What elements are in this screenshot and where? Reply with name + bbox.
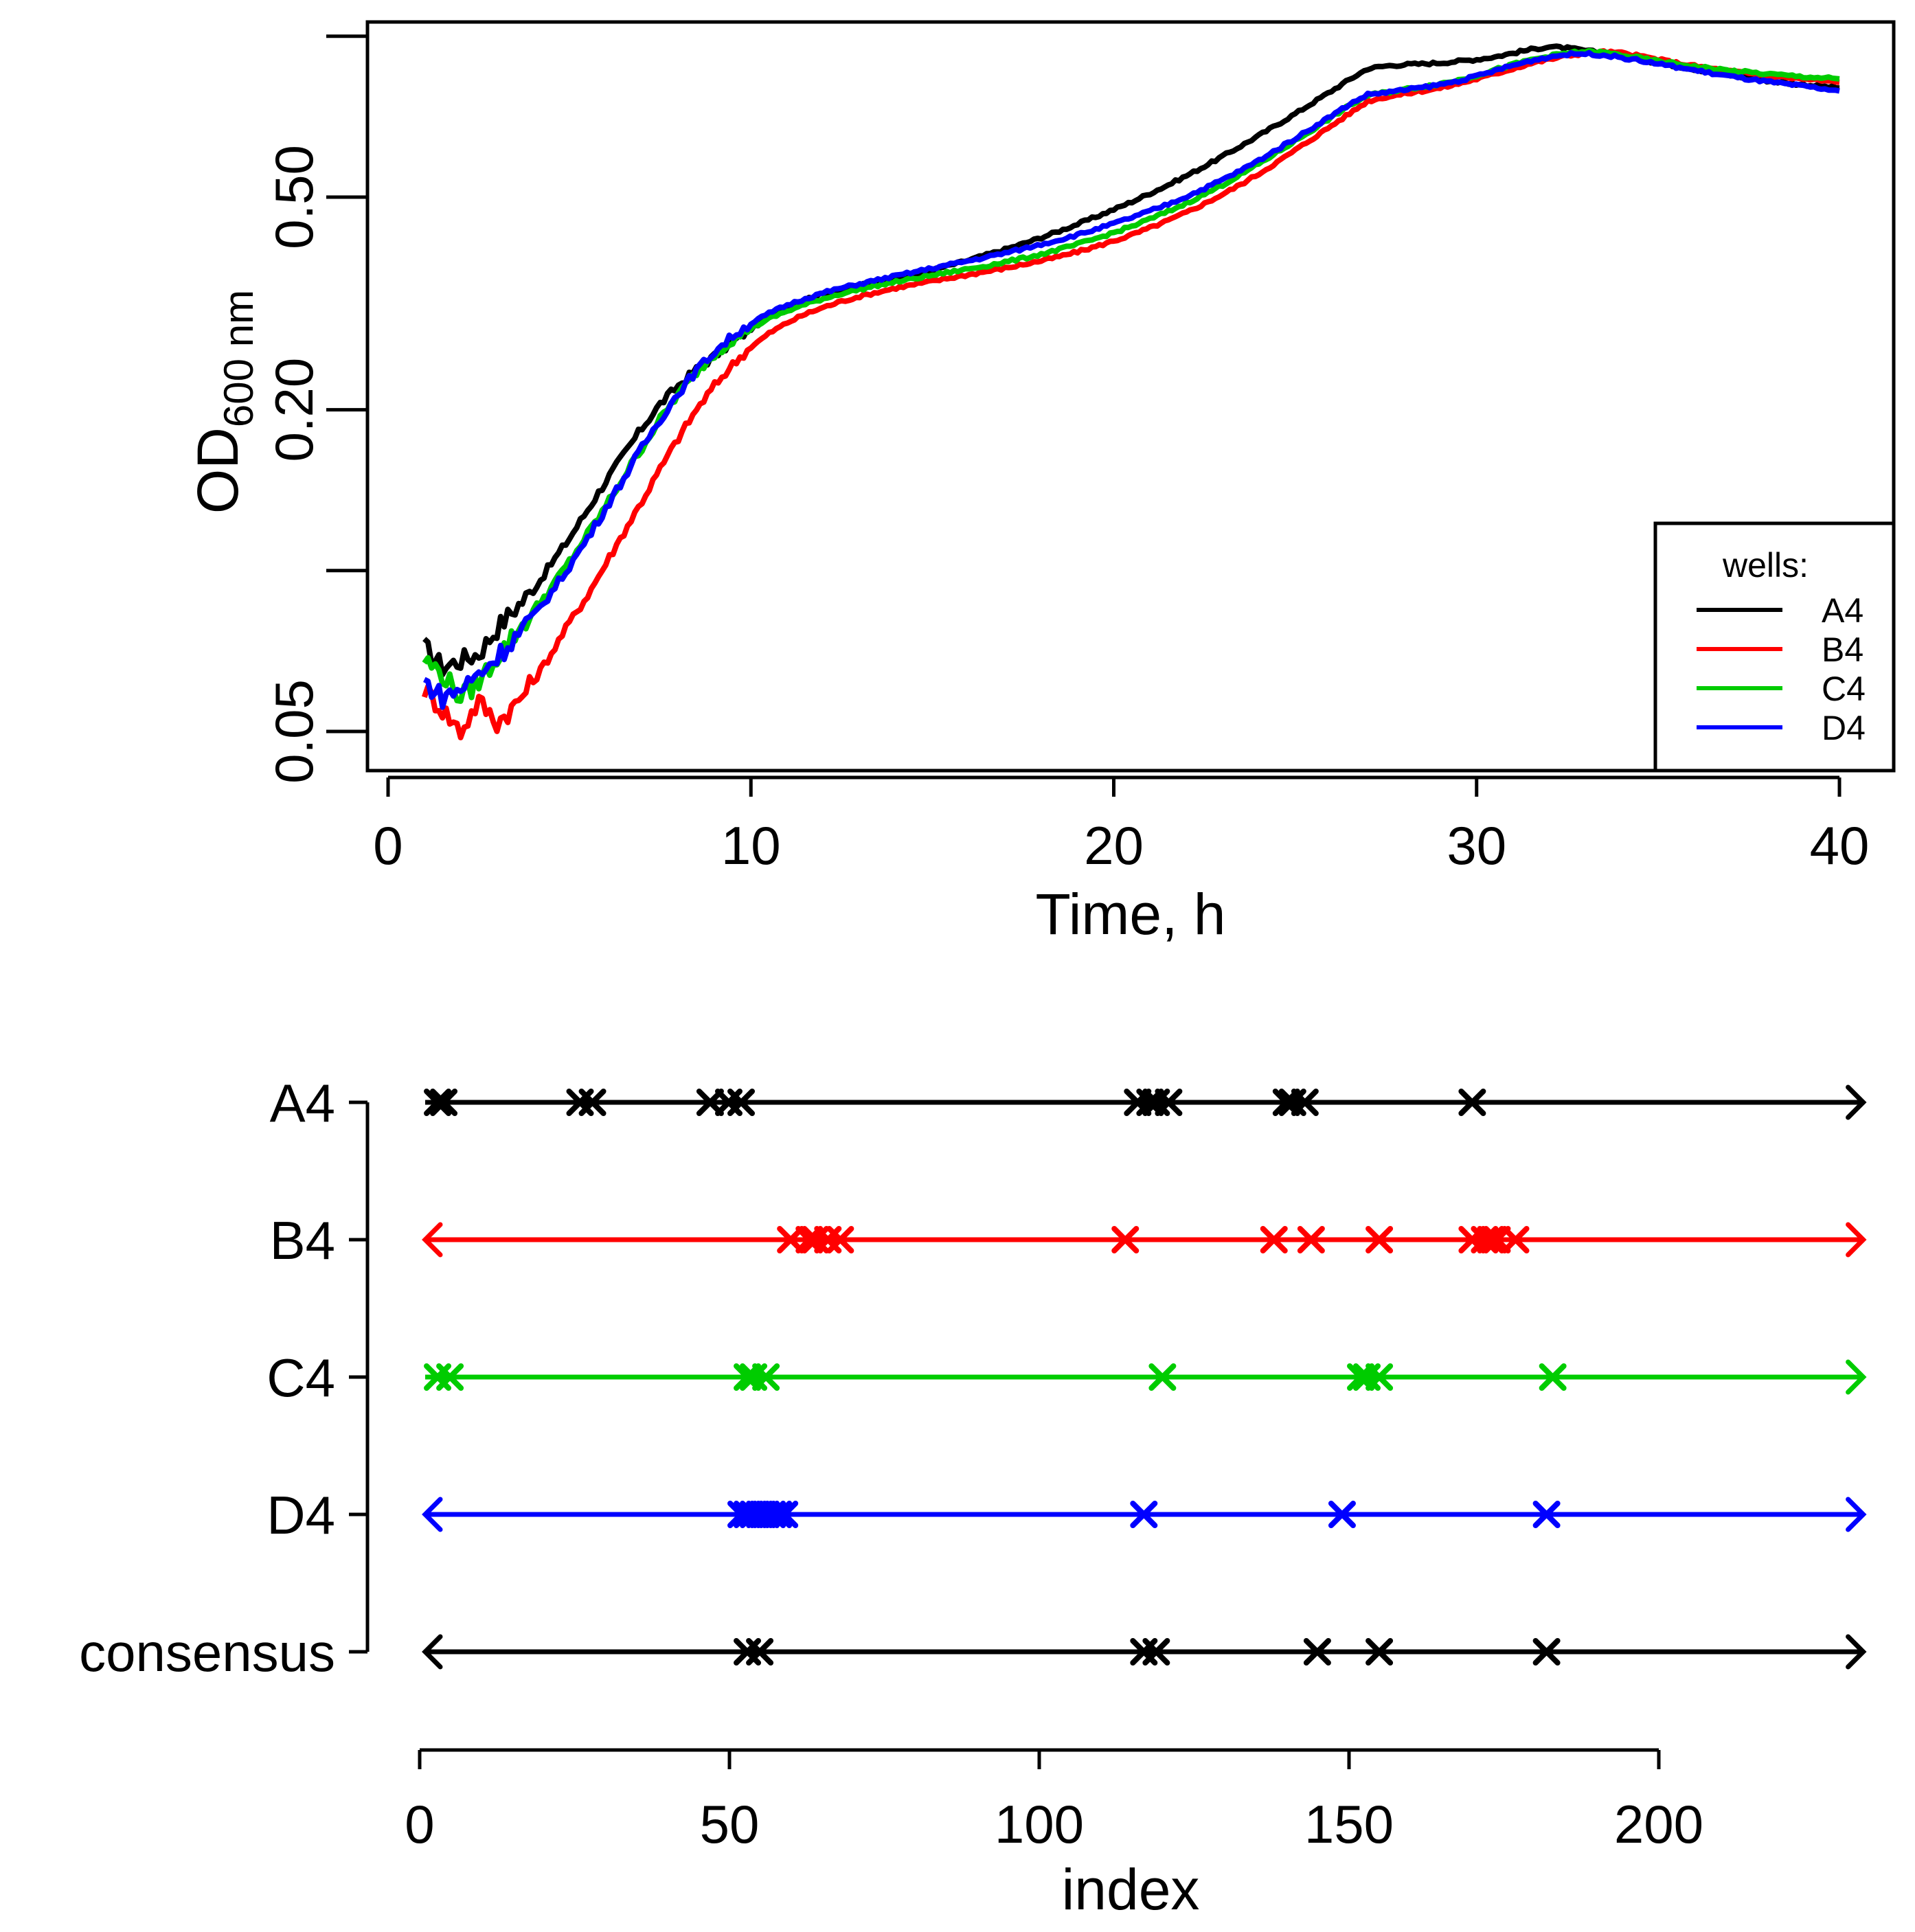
index-tick-label: 0 xyxy=(405,1794,434,1854)
legend-label-d4: D4 xyxy=(1822,709,1866,747)
index-tick-label: 50 xyxy=(700,1794,760,1854)
changepoint-marker xyxy=(696,1089,724,1116)
changepoint-marker xyxy=(1155,1089,1183,1116)
changepoint-marker xyxy=(764,1501,793,1528)
changepoint-marker xyxy=(1458,1089,1486,1116)
index-tick-label: 100 xyxy=(995,1794,1084,1854)
changepoint-marker xyxy=(1142,1638,1170,1666)
tracks: A4 B4 C4 D4 consensus xyxy=(79,1073,1867,1683)
changepoint-marker xyxy=(727,1089,756,1116)
changepoint-marker xyxy=(1366,1226,1394,1253)
changepoint-marker xyxy=(1297,1226,1325,1253)
track-arrow-right xyxy=(1846,1359,1867,1395)
changepoint-marker xyxy=(746,1638,774,1666)
track-consensus: consensus xyxy=(79,1622,1867,1683)
changepoint-marker xyxy=(1272,1089,1300,1116)
track-label: consensus xyxy=(79,1622,335,1683)
changepoint-marker xyxy=(1260,1226,1288,1253)
y-axis: 0.05 0.20 0.50 xyxy=(264,34,370,784)
track-arrow-left xyxy=(422,1497,443,1532)
y-axis-title-main: OD xyxy=(185,427,250,514)
changepoint-marker xyxy=(1148,1363,1177,1391)
changepoint-marker xyxy=(1483,1226,1511,1253)
changepoint-marker xyxy=(1291,1089,1319,1116)
changepoint-panel: A4 B4 C4 D4 consensus 0 50 100 150 200 index xyxy=(79,1073,1867,1922)
track-arrow-left xyxy=(422,1634,443,1670)
x-tick-label: 30 xyxy=(1447,815,1506,876)
changepoint-marker xyxy=(1303,1638,1331,1666)
changepoint-marker xyxy=(1328,1501,1356,1528)
y-tick-label: 0.50 xyxy=(264,145,324,249)
track-b4: B4 xyxy=(270,1210,1867,1271)
changepoint-marker xyxy=(1136,1089,1164,1116)
legend-title: wells: xyxy=(1722,546,1809,584)
changepoint-marker xyxy=(1502,1226,1530,1253)
track-label: A4 xyxy=(270,1073,335,1133)
index-tick-label: 200 xyxy=(1614,1794,1703,1854)
changepoint-marker xyxy=(777,1226,805,1253)
x-tick-label: 20 xyxy=(1084,815,1144,876)
changepoint-marker xyxy=(1532,1638,1561,1666)
track-d4: D4 xyxy=(267,1485,1867,1545)
track-a4: A4 xyxy=(270,1073,1867,1133)
x-tick-label: 10 xyxy=(721,815,781,876)
track-arrow-right xyxy=(1846,1634,1867,1670)
growth-curve-panel: 0.050.200.50 0 10 20 30 40 OD600 nm Time, h … xyxy=(185,20,1896,946)
changepoint-marker xyxy=(734,1363,762,1391)
series-line-d4 xyxy=(423,49,1840,710)
track-arrow-right xyxy=(1846,1084,1867,1120)
series-line-a4 xyxy=(422,43,1840,678)
track-arrow-right xyxy=(1846,1497,1867,1532)
track-label: D4 xyxy=(267,1485,335,1545)
series-lines xyxy=(422,43,1840,740)
changepoint-marker xyxy=(1477,1226,1505,1253)
changepoint-marker xyxy=(1366,1363,1394,1391)
index-axis-title: index xyxy=(1062,1857,1200,1922)
changepoint-marker xyxy=(1539,1363,1567,1391)
y-tick-label: 0.05 xyxy=(264,679,324,784)
changepoint-marker xyxy=(1347,1363,1375,1391)
changepoint-marker xyxy=(1130,1501,1158,1528)
index-axis: 0 50 100 150 200 xyxy=(405,1748,1703,1854)
changepoint-marker xyxy=(1111,1226,1140,1253)
plot-frame xyxy=(365,20,1896,773)
y-axis-title: OD600 nm xyxy=(185,290,262,514)
series-line-c4 xyxy=(422,47,1840,704)
track-arrow-left xyxy=(422,1222,443,1258)
changepoint-marker xyxy=(436,1363,464,1391)
track-c4: C4 xyxy=(267,1348,1867,1408)
changepoint-marker xyxy=(1532,1501,1561,1528)
series-line-b4 xyxy=(422,48,1840,740)
changepoint-marker xyxy=(424,1089,452,1116)
x-tick-label: 0 xyxy=(373,815,403,876)
track-label: B4 xyxy=(270,1210,335,1271)
track-arrow-right xyxy=(1846,1222,1867,1258)
legend-label-a4: A4 xyxy=(1822,591,1863,630)
changepoint-marker xyxy=(1366,1638,1394,1666)
changepoint-marker xyxy=(771,1501,799,1528)
changepoint-marker xyxy=(795,1226,824,1253)
changepoint-marker xyxy=(826,1226,854,1253)
legend-label-b4: B4 xyxy=(1822,630,1863,669)
index-tick-label: 150 xyxy=(1304,1794,1394,1854)
x-axis: 0 10 20 30 40 xyxy=(373,775,1870,876)
changepoint-marker xyxy=(752,1363,780,1391)
y-axis-title-sub: 600 nm xyxy=(216,290,262,427)
x-tick-label: 40 xyxy=(1810,815,1870,876)
changepoint-marker xyxy=(578,1089,607,1116)
legend-label-c4: C4 xyxy=(1822,670,1866,708)
legend-box xyxy=(1653,521,1896,773)
y-tick-label: 0.20 xyxy=(264,358,324,462)
x-axis-title: Time, h xyxy=(1036,882,1226,946)
changepoint-marker xyxy=(430,1089,458,1116)
track-label: C4 xyxy=(267,1348,335,1408)
